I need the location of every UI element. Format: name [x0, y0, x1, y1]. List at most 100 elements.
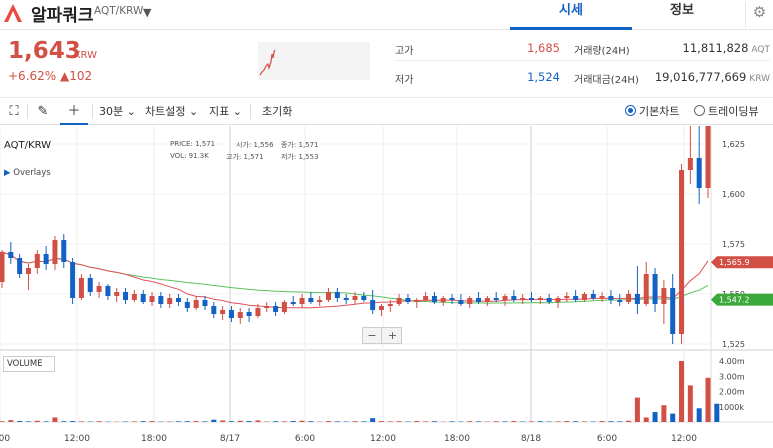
candle-body [520, 298, 526, 300]
candle-body [352, 296, 358, 300]
candle-body [184, 302, 190, 308]
candle-body [590, 294, 596, 298]
volume-bar [643, 417, 649, 422]
zoom-in-button[interactable]: + [387, 329, 398, 342]
alpha-quark-logo-icon [4, 4, 22, 22]
volume-bar [8, 420, 14, 422]
candle-body [158, 296, 164, 304]
volume-bar [299, 420, 305, 422]
draw-pencil-icon[interactable]: ✎ [37, 104, 49, 119]
coin-pair: AQT/KRW [94, 5, 144, 17]
interval-select[interactable]: 30분 ⌄ [99, 98, 136, 125]
price-currency: KRW [74, 50, 97, 61]
candle-body [25, 268, 31, 274]
tradingview-radio[interactable]: 트레이딩뷰 [694, 98, 759, 125]
tab-quote[interactable]: 시세 [510, 0, 632, 30]
volume-bar [281, 421, 287, 422]
candle-body [220, 310, 226, 314]
basic-chart-label: 기본차트 [639, 105, 680, 118]
volume-bar [714, 403, 720, 422]
candle-body [52, 240, 58, 264]
volume-bar [679, 361, 685, 422]
volume-bar [255, 420, 261, 422]
volume-bar [476, 421, 482, 422]
volume-bar [70, 421, 76, 422]
trade-value-number: 19,016,777,669 [654, 70, 747, 84]
price-change: +6.62% ▲102 [8, 69, 93, 83]
volume-bar [96, 421, 102, 422]
candle-body [246, 312, 252, 316]
tab-info[interactable]: 정보 [670, 3, 694, 18]
volume-bar [431, 421, 437, 422]
candle-body [529, 298, 534, 300]
candle-body [34, 254, 40, 268]
price-pane [0, 126, 711, 350]
legend-volume: VOL: 91.3K [170, 152, 209, 160]
candle-body [273, 306, 279, 312]
candle-body [458, 300, 464, 304]
price-marker-badge [711, 293, 773, 306]
candle-body [43, 254, 49, 264]
volume-bar [529, 421, 534, 422]
volume-bar [396, 421, 402, 422]
price-tick-label: 1,625 [722, 140, 745, 149]
legend-price-label: PRICE: [170, 140, 193, 148]
candle-body [140, 294, 146, 302]
candle-body [361, 296, 367, 300]
candle-body [131, 294, 137, 300]
overlays-toggle[interactable]: ▶ Overlays [4, 168, 51, 178]
chart-settings-select[interactable]: 차트설정 ⌄ [145, 98, 198, 125]
volume-bar [220, 420, 226, 422]
tradingview-label: 트레이딩뷰 [708, 105, 759, 118]
candle-body [573, 296, 579, 300]
coin-select-caret-icon[interactable]: ▼ [143, 6, 152, 19]
fullscreen-icon[interactable]: ⛶ [9, 104, 19, 119]
high-label: 고가 [395, 46, 414, 57]
volume-bar [608, 421, 614, 422]
candle-body [123, 292, 129, 300]
candle-body [211, 306, 217, 314]
price-tick-label: 1,525 [722, 340, 745, 349]
zoom-out-button[interactable]: − [363, 328, 382, 343]
candle-body [643, 274, 649, 304]
crosshair-icon[interactable]: ＋ [60, 98, 88, 125]
volume-number: 11,811,828 [682, 41, 749, 55]
candle-body [511, 296, 517, 300]
candle-body [581, 294, 587, 300]
chart-toolbar: ⛶ ✎ ＋ 30분 ⌄ 차트설정 ⌄ 지표 ⌄ 초기화 기본차트 트레이딩뷰 [0, 97, 773, 125]
price-chart[interactable]: 1,5251,5501,5751,6001,6251,6501,6751000k… [0, 126, 773, 448]
indicators-select[interactable]: 지표 ⌄ [209, 98, 242, 125]
volume-tick-label: 1000k [719, 403, 744, 412]
candle-body [61, 240, 67, 262]
candle-body [326, 292, 332, 300]
candle-body [652, 274, 658, 304]
candle-body [264, 306, 270, 308]
candle-body [105, 286, 111, 296]
candle-body [370, 300, 376, 310]
candle-body [564, 296, 570, 298]
time-tick-label: 18:00 [141, 434, 167, 444]
candle-body [661, 288, 667, 304]
price-marker-label: 1,565.9 [719, 258, 750, 267]
time-tick-label: 12:00 [64, 434, 90, 444]
reset-button[interactable]: 초기화 [262, 105, 293, 118]
candle-body [255, 308, 261, 316]
radio-selected-icon [625, 105, 636, 116]
gear-icon[interactable]: ⚙ [745, 2, 773, 28]
time-tick-label: 6:00 [597, 434, 617, 444]
candle-body [378, 306, 384, 310]
candle-body [343, 298, 349, 300]
volume-bar [308, 421, 314, 422]
volume-bar [652, 412, 658, 422]
candle-body [502, 296, 508, 300]
candle-body [555, 298, 561, 302]
legend-open-label: 시가: [236, 141, 252, 149]
interval-label: 30분 [99, 105, 124, 118]
candle-body [634, 294, 640, 304]
volume-bar [352, 421, 358, 422]
volume-bar [43, 421, 49, 422]
basic-chart-radio[interactable]: 기본차트 [625, 98, 679, 125]
value-label: 거래대금(24H) [574, 75, 639, 86]
candle-body [476, 298, 482, 302]
toolbar-divider [250, 104, 251, 119]
